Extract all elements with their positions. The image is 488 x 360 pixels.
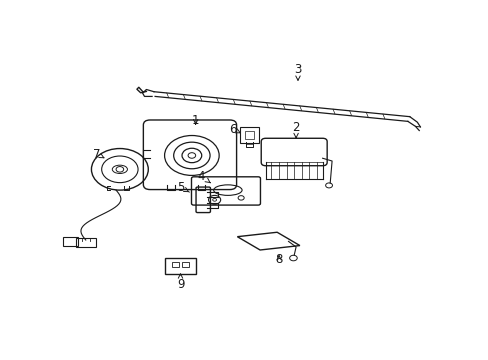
Text: 5: 5 <box>177 181 189 194</box>
Text: 8: 8 <box>275 253 282 266</box>
Text: 3: 3 <box>294 63 301 80</box>
Text: 7: 7 <box>93 148 104 161</box>
Text: 2: 2 <box>292 121 299 138</box>
Text: 1: 1 <box>191 114 199 127</box>
Text: 9: 9 <box>176 274 184 291</box>
Text: 6: 6 <box>228 123 240 136</box>
Text: 4: 4 <box>197 170 210 183</box>
